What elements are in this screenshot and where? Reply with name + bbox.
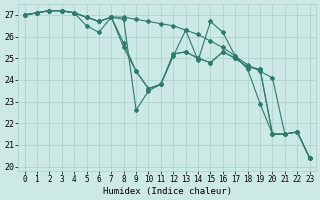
X-axis label: Humidex (Indice chaleur): Humidex (Indice chaleur)	[103, 187, 232, 196]
